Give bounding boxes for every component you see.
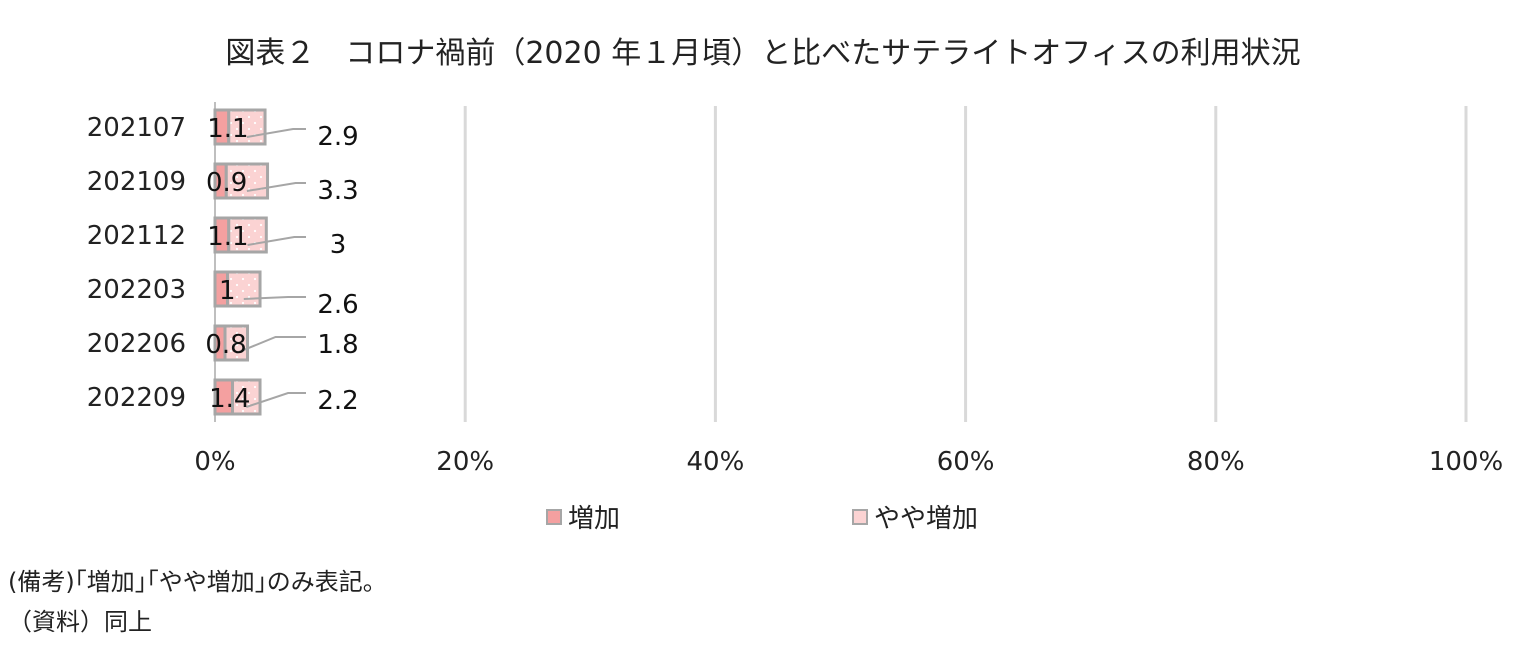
data-label-yaya-zouka: 2.6 [317, 290, 358, 320]
leader-line [245, 392, 306, 408]
x-tick-label: 100% [1429, 447, 1503, 477]
category-label: 202109 [87, 167, 186, 197]
data-label-yaya-zouka: 3.3 [317, 176, 358, 206]
data-label-zouka: 0.9 [206, 168, 247, 198]
bar-yaya-zouka [227, 108, 267, 146]
data-labels: 1.1 2.9 0.9 3.3 1.1 3 1 2.6 0.8 1.8 1.4 2.2 [205, 114, 358, 416]
x-tick-label: 60% [937, 447, 995, 477]
category-label: 202206 [87, 329, 186, 359]
category-label: 202107 [87, 113, 186, 143]
legend-item-zouka: 増加 [546, 498, 620, 535]
leader-line [235, 336, 306, 354]
x-tick-label: 80% [1187, 447, 1245, 477]
leader-line [243, 296, 306, 300]
grid-lines [214, 102, 1468, 422]
category-labels: 202107 202109 202112 202203 202206 202209 [87, 113, 186, 413]
leader-line [246, 182, 306, 192]
x-tick-label: 0% [194, 447, 235, 477]
bar-chart: 1.1 2.90.9 3.31.1 31 2.60.8 1.81.4 2.2 2021072… [87, 102, 1503, 477]
data-label-yaya-zouka: 2.2 [317, 386, 358, 416]
x-tick-labels: 0% 20% 40% 60% 80% 100% [194, 447, 1503, 477]
data-label-yaya-zouka: 1.8 [317, 330, 358, 360]
category-label: 202203 [87, 275, 186, 305]
x-tick-label: 40% [687, 447, 745, 477]
leader-lines [235, 128, 306, 408]
bars [213, 108, 270, 416]
legend-label-zouka: 増加 [568, 504, 621, 534]
data-label-zouka: 1 [219, 276, 236, 306]
bar-yaya-zouka [226, 270, 262, 308]
leader-line [246, 128, 306, 138]
category-label: 202209 [87, 383, 186, 413]
leader-line [247, 236, 306, 246]
legend-item-yaya-zouka: やや増加 [852, 498, 978, 535]
category-label: 202112 [87, 221, 186, 251]
bar-yaya-zouka [224, 162, 270, 200]
data-label-zouka: 1.4 [209, 384, 250, 414]
data-label-yaya-zouka: 3 [330, 230, 347, 260]
remark-note: (備考)｢増加｣｢やや増加｣のみ表記。 [8, 568, 387, 596]
data-label-yaya-zouka: 2.9 [317, 122, 358, 152]
legend-swatch-zouka [546, 508, 562, 525]
source-note: （資料）同上 [8, 608, 152, 636]
bar-yaya-zouka [227, 216, 268, 254]
data-label-zouka: 1.1 [207, 222, 248, 252]
legend: 増加 やや増加 [0, 498, 1526, 538]
bar-yaya-zouka [231, 378, 262, 416]
legend-swatch-yaya-zouka [852, 508, 868, 525]
legend-label-yaya-zouka: やや増加 [874, 504, 979, 534]
data-label-zouka: 0.8 [205, 330, 246, 360]
chart-title: 図表２ コロナ禍前（2020 年１月頃）と比べたサテライトオフィスの利用状況 [225, 36, 1301, 71]
x-tick-label: 20% [436, 447, 494, 477]
data-label-zouka: 1.1 [207, 114, 248, 144]
